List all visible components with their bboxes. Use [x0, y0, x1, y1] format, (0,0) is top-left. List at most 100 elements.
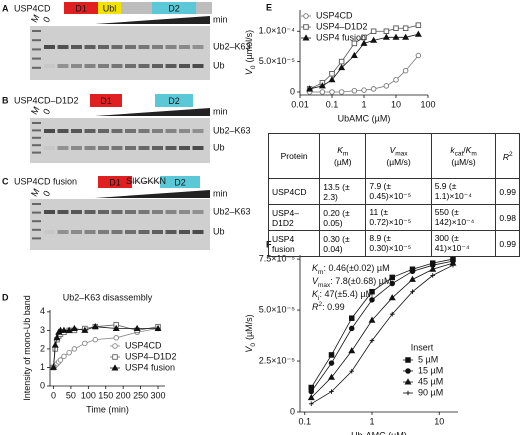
series-line: [310, 262, 454, 399]
data-point: [402, 33, 410, 40]
data-point: [369, 288, 375, 295]
legend-label: 90 µM: [418, 387, 443, 397]
data-point: [328, 352, 335, 358]
domain-label: D1: [75, 3, 87, 13]
legend-label: 15 µM: [418, 365, 443, 375]
time-wedge: [95, 108, 210, 116]
x-tick-label: 100: [420, 99, 435, 109]
domain-box: [90, 94, 122, 107]
data-point: [361, 34, 367, 41]
gel-band: [192, 129, 204, 133]
data-point: [450, 262, 456, 268]
data-point: [415, 22, 422, 28]
gel-band: [138, 146, 150, 150]
data-point: [133, 324, 141, 331]
table-body: USP4CD 13.5 (± 2.3) 7.9 (± 0.45)×10⁻⁵ 5.9 (…: [267, 178, 520, 257]
label-part: : 0.46(±0.02) µM: [323, 263, 389, 273]
legend-marker: [112, 343, 118, 349]
y-tick-label: 3: [40, 325, 45, 335]
domain-label: D2: [174, 177, 186, 187]
gel-band: [98, 129, 109, 133]
gel-band: [98, 45, 109, 49]
data-point: [389, 280, 395, 287]
gel-band: [111, 64, 123, 68]
lane-label: M: [29, 105, 41, 116]
data-point: [82, 340, 88, 347]
legend-label: USP4–D1D2: [316, 21, 368, 31]
y-tick-label: 7.5×10⁻⁵: [259, 253, 296, 263]
construct-name: USP4CD fusion: [14, 176, 77, 186]
label-part: K: [312, 289, 319, 299]
data-point: [414, 30, 422, 37]
data-point: [318, 82, 326, 89]
gel-band: [152, 210, 163, 214]
x-tick-label: 200: [116, 390, 131, 400]
time-unit: min: [213, 106, 228, 116]
lane-label: 0: [41, 15, 52, 24]
table-cell: 0.99: [495, 230, 520, 257]
data-point: [328, 373, 335, 380]
legend-marker: [112, 354, 118, 360]
data-point: [50, 363, 57, 370]
gel-image: [30, 118, 210, 163]
gel-band: [179, 146, 190, 150]
table-cell: 300 (± 41)×10⁻⁴: [430, 230, 497, 257]
data-point: [348, 347, 356, 354]
marker-band: [32, 211, 41, 214]
series-line: [310, 258, 454, 388]
data-point: [91, 322, 99, 330]
time-wedge: [95, 16, 210, 24]
x-tick-label: 0.01: [291, 99, 309, 109]
data-point: [81, 326, 89, 333]
label-part: m: [342, 150, 349, 158]
data-point: [368, 316, 376, 323]
gel-band: [57, 230, 69, 234]
table-head: Protein Km (µM) Vmax (µM/s) kcat/Km (µM/s) R2: [267, 133, 520, 179]
gel-band: [165, 129, 177, 133]
domain-box: [98, 2, 121, 14]
gel-band: [71, 210, 82, 214]
data-point: [329, 89, 335, 95]
gel-band: [152, 64, 163, 68]
marker-band: [32, 203, 41, 205]
marker-band: [32, 57, 41, 60]
gel-band: [57, 45, 69, 49]
gel-band: [138, 230, 150, 234]
y-tick-label: 5.0×10⁻⁵: [259, 56, 296, 66]
label-part: K: [337, 144, 343, 155]
label-part: V: [244, 346, 254, 353]
marker-band: [32, 228, 41, 231]
marker-band: [32, 122, 41, 124]
label-part: Protein: [280, 151, 308, 161]
time-unit: min: [213, 14, 228, 24]
column-header: Protein: [267, 133, 321, 179]
gel-band: [125, 129, 136, 133]
gel-band: [44, 64, 55, 68]
gel-band: [152, 146, 163, 150]
panel-label: B: [2, 95, 9, 105]
panel-label: E: [266, 2, 272, 12]
lane-label: M: [29, 13, 41, 24]
data-point: [409, 268, 416, 275]
y-axis-label: Intensity of mono-Ub band: [22, 295, 32, 401]
gel-band: [98, 230, 109, 234]
data-point: [370, 86, 377, 92]
gel-band: [125, 210, 136, 214]
gel-band: [165, 64, 177, 68]
data-point: [382, 33, 390, 40]
legend-label: USP4CD: [125, 340, 162, 350]
column-header: R2: [495, 133, 520, 179]
gel-band: [125, 146, 136, 150]
legend-marker: [405, 357, 411, 363]
domain-label: D1: [109, 177, 121, 187]
table-cell: 11 (± 0.72)×10⁻⁵: [365, 204, 432, 231]
table-cell: 7.9 (± 0.45)×10⁻⁵: [365, 178, 432, 205]
table-row: USP4 fusion 0.30 (± 0.04) 8.9 (± 0.30)×10⁻…: [267, 230, 520, 257]
label-unit: (µM): [333, 157, 352, 168]
gel-band: [84, 129, 96, 133]
y-tick-label: 0: [290, 406, 295, 416]
legend-marker: [303, 13, 309, 19]
construct-name: USP4CD: [14, 3, 51, 13]
domain-label: D2: [168, 3, 180, 13]
gel-band: [192, 230, 204, 234]
